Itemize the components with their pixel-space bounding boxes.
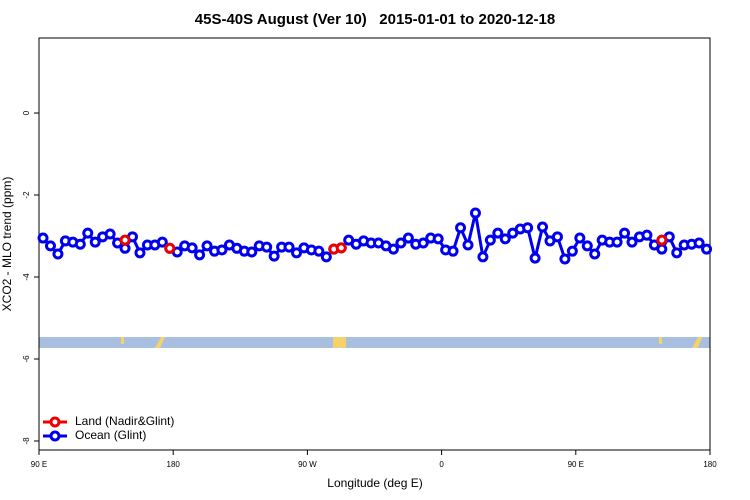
y-axis-label: XCO2 - MLO trend (ppm) — [0, 177, 14, 312]
chart-title: 45S-40S August (Ver 10) 2015-01-01 to 20… — [195, 11, 555, 28]
land-mask — [121, 337, 702, 348]
data-point — [216, 244, 228, 256]
data-point — [104, 228, 116, 240]
data-point — [194, 249, 206, 261]
x-tick-label: 0 — [439, 460, 444, 469]
data-point — [477, 251, 489, 263]
data-point — [291, 247, 303, 259]
x-axis-label: Longitude (deg E) — [327, 476, 422, 490]
data-point — [619, 227, 631, 239]
data-point — [119, 234, 131, 246]
data-point — [611, 236, 623, 248]
y-tick-label: -6 — [22, 355, 31, 363]
data-point — [551, 231, 563, 243]
land-mask-band — [39, 337, 710, 348]
data-point — [402, 232, 414, 244]
land-patch — [121, 337, 124, 344]
data-point — [589, 248, 601, 260]
legend-marker — [49, 430, 61, 442]
data-point — [89, 236, 101, 248]
data-point — [37, 232, 49, 244]
data-point — [574, 232, 586, 244]
data-point — [44, 240, 56, 252]
data-point — [455, 222, 467, 234]
data-point — [462, 239, 474, 251]
data-point — [246, 246, 258, 258]
data-point — [626, 236, 638, 248]
legend-label: Land (Nadir&Glint) — [75, 414, 174, 428]
legend-label: Ocean (Glint) — [75, 428, 146, 442]
data-point — [469, 207, 481, 219]
data-point — [522, 222, 534, 234]
data-point — [492, 227, 504, 239]
data-point — [693, 237, 705, 249]
data-point — [395, 237, 407, 249]
land-patch — [155, 337, 165, 348]
x-tick-label: 180 — [703, 460, 717, 469]
data-point — [52, 248, 64, 260]
data-point — [201, 240, 213, 252]
data-point — [701, 243, 713, 255]
data-point — [320, 251, 332, 263]
data-point — [261, 241, 273, 253]
x-tick-label: 180 — [167, 460, 181, 469]
data-point — [156, 236, 168, 248]
data-point — [484, 234, 496, 246]
data-point — [529, 252, 541, 264]
data-point — [283, 241, 295, 253]
data-point — [656, 243, 668, 255]
data-point — [559, 253, 571, 265]
data-point — [641, 229, 653, 241]
data-point — [499, 233, 511, 245]
data-point — [417, 237, 429, 249]
data-point — [537, 221, 549, 233]
x-tick-label: 90 W — [298, 460, 317, 469]
data-point — [432, 233, 444, 245]
y-tick-label: -4 — [22, 273, 31, 281]
data-point — [82, 227, 94, 239]
legend-marker — [49, 416, 61, 428]
land-patch — [333, 337, 346, 348]
data-point — [656, 234, 668, 246]
y-tick-label: -8 — [22, 437, 31, 445]
land-patch — [659, 337, 662, 344]
data-point — [387, 243, 399, 255]
land-patch — [692, 337, 702, 348]
data-point — [671, 247, 683, 259]
data-point — [566, 245, 578, 257]
data-point — [335, 242, 347, 254]
data-point — [268, 250, 280, 262]
data-point — [74, 238, 86, 250]
data-point — [313, 245, 325, 257]
x-tick-label: 90 E — [31, 460, 47, 469]
data-point — [581, 240, 593, 252]
y-tick-label: -2 — [22, 191, 31, 199]
y-tick-label: 0 — [22, 110, 31, 115]
data-point — [186, 242, 198, 254]
data-point — [134, 247, 146, 259]
data-point — [447, 245, 459, 257]
data-point — [164, 242, 176, 254]
x-tick-label: 90 E — [568, 460, 584, 469]
plot-frame — [38, 37, 711, 451]
